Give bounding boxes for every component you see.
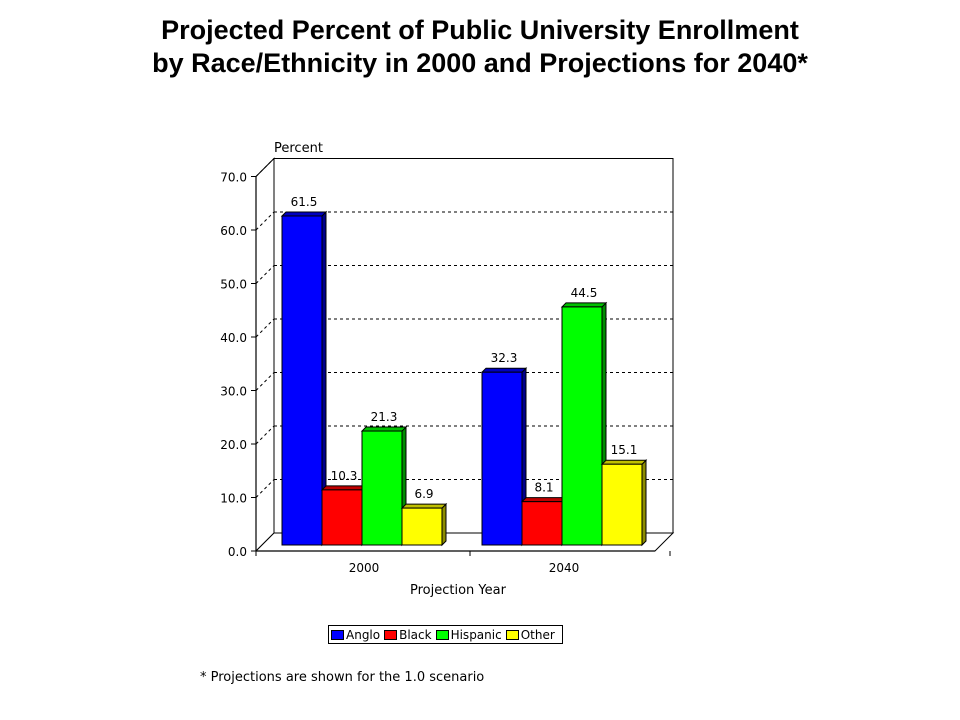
gridline-side — [255, 318, 275, 338]
bar-side-other-2000 — [441, 502, 447, 547]
legend-swatch — [384, 629, 398, 640]
legend-label: Other — [520, 627, 555, 642]
legend-swatch — [331, 629, 344, 640]
data-label: 6.9 — [414, 487, 433, 501]
gridline-side — [255, 425, 275, 445]
gridline-side — [255, 211, 275, 231]
data-label: 61.5 — [291, 195, 318, 209]
chart-title: Projected Percent of Public University E… — [0, 14, 960, 80]
legend-swatch — [505, 629, 519, 640]
bar-top-anglo-2000 — [280, 211, 328, 217]
bar-anglo-2000 — [281, 215, 323, 546]
bar-top-anglo-2040 — [480, 367, 528, 373]
bar-top-other-2040 — [600, 459, 648, 465]
data-label: 15.1 — [611, 443, 638, 457]
title-line-1: Projected Percent of Public University E… — [161, 15, 799, 45]
legend-label: Hispanic — [450, 627, 502, 642]
data-label: 10.3 — [331, 469, 358, 483]
data-label: 8.1 — [534, 481, 553, 495]
footnote: * Projections are shown for the 1.0 scen… — [200, 670, 485, 685]
chart-legend: Anglo Black Hispanic Other — [328, 625, 563, 644]
bar-top-black-2000 — [320, 485, 368, 491]
data-label: 44.5 — [571, 286, 598, 300]
y-tick-label: 70.0 — [220, 171, 247, 185]
title-line-2: by Race/Ethnicity in 2000 and Projection… — [152, 48, 808, 78]
bar-hispanic-2000 — [361, 430, 403, 546]
gridline-side — [255, 372, 275, 391]
gridline-side — [255, 265, 275, 284]
x-tick-label: 2040 — [549, 561, 580, 575]
legend-item-other: Other — [505, 627, 555, 642]
bar-hispanic-2040 — [561, 306, 603, 546]
gridline-side — [255, 158, 275, 177]
legend-item-hispanic: Hispanic — [435, 627, 502, 642]
y-tick-label: 50.0 — [220, 278, 247, 292]
bar-black-2000 — [321, 489, 363, 546]
legend-label: Anglo — [346, 627, 381, 642]
data-label: 32.3 — [491, 351, 518, 365]
x-tick-label: 2000 — [349, 561, 380, 575]
y-tick-label: 60.0 — [220, 224, 247, 238]
bar-black-2040 — [521, 501, 563, 546]
y-axis-label: Percent — [274, 141, 323, 156]
bar-top-black-2040 — [520, 497, 568, 503]
data-label: 21.3 — [371, 410, 398, 424]
y-tick-label: 20.0 — [220, 438, 247, 452]
bar-top-hispanic-2040 — [560, 302, 608, 308]
bar-other-2040 — [601, 463, 643, 546]
gridline-side — [255, 479, 275, 498]
bar-top-hispanic-2000 — [360, 426, 408, 432]
legend-item-black: Black — [384, 627, 432, 642]
y-tick-label: 40.0 — [220, 331, 247, 345]
bar-anglo-2040 — [481, 371, 523, 546]
y-tick-label: 30.0 — [220, 385, 247, 399]
legend-item-anglo: Anglo — [331, 628, 380, 642]
legend-label: Black — [399, 627, 432, 642]
y-tick-label: 10.0 — [220, 492, 247, 506]
x-axis-label: Projection Year — [410, 583, 507, 598]
bar-other-2000 — [401, 507, 443, 546]
y-tick-label: 0.0 — [228, 545, 247, 559]
legend-swatch — [435, 629, 449, 640]
bar-top-other-2000 — [400, 503, 448, 509]
plot-side-wall — [255, 157, 275, 553]
bar-side-other-2040 — [641, 459, 647, 547]
